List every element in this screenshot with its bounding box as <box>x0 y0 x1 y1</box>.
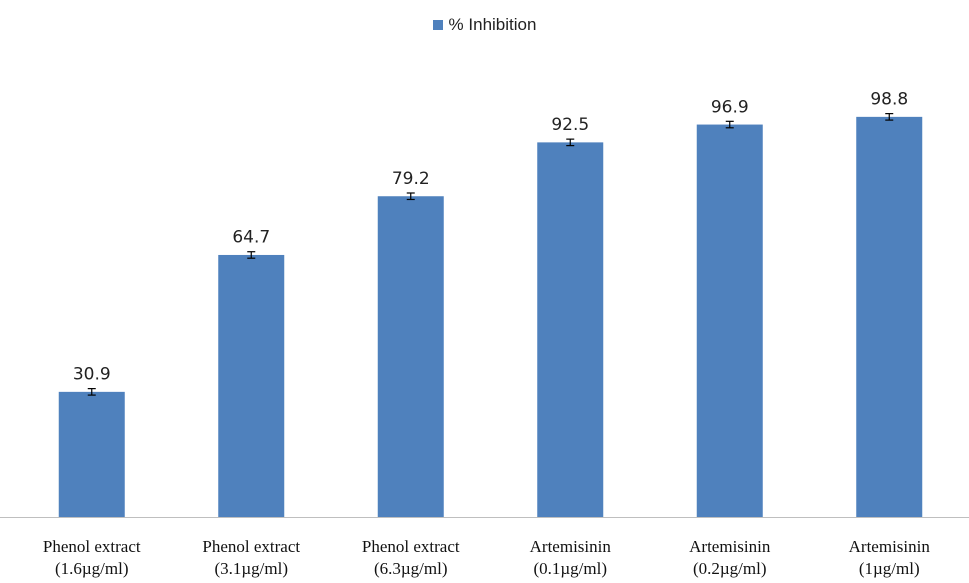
x-tick-label: Phenol extract <box>362 537 460 556</box>
bar <box>218 254 285 517</box>
x-tick-label-unit: (3.1µg/ml) <box>214 559 288 578</box>
x-tick-label-unit: (0.2µg/ml) <box>693 559 767 578</box>
data-label: 79.2 <box>392 169 430 189</box>
bar <box>58 391 125 517</box>
bar <box>377 196 444 518</box>
data-label: 98.8 <box>870 90 908 110</box>
x-tick-label-unit: (1.6µg/ml) <box>55 559 129 578</box>
legend-label: % Inhibition <box>448 15 537 34</box>
legend: % Inhibition <box>0 15 969 35</box>
bar <box>537 142 604 517</box>
bar <box>856 116 923 518</box>
x-tick-label: Artemisinin <box>530 537 612 556</box>
data-label: 92.5 <box>551 115 589 135</box>
x-tick-label-unit: (1µg/ml) <box>859 559 920 578</box>
x-tick-label: Phenol extract <box>43 537 141 556</box>
data-label: 64.7 <box>232 228 270 248</box>
legend-swatch <box>432 20 443 30</box>
data-label: 96.9 <box>711 97 749 117</box>
x-tick-label-unit: (6.3µg/ml) <box>374 559 448 578</box>
x-tick-label-unit: (0.1µg/ml) <box>533 559 607 578</box>
data-label: 30.9 <box>73 365 111 385</box>
x-tick-label: Phenol extract <box>202 537 300 556</box>
x-tick-label: Artemisinin <box>849 537 931 556</box>
x-tick-label: Artemisinin <box>689 537 771 556</box>
bar <box>696 124 763 518</box>
